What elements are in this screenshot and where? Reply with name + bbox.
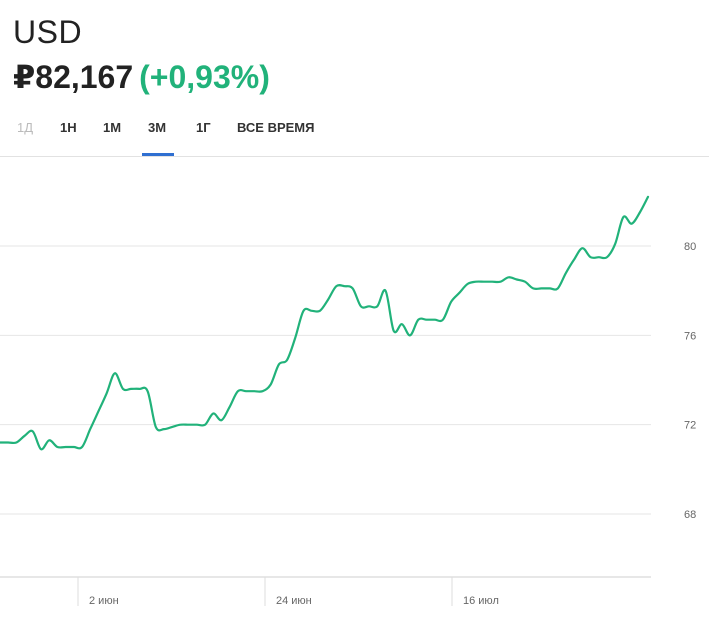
active-tab-indicator <box>142 153 174 156</box>
y-tick-label: 80 <box>684 241 696 253</box>
y-tick-label: 68 <box>684 509 696 521</box>
tab-1d: 1Д <box>17 120 34 135</box>
price-change-percent: (+0,93%) <box>139 59 270 95</box>
price-row: ₽82,167 (+0,93%) <box>13 58 270 96</box>
period-tabs: 1Д 1Н 1М 3М 1Г ВСЕ ВРЕМЯ <box>0 118 709 156</box>
usd-price-series-line <box>0 195 650 451</box>
tab-1y[interactable]: 1Г <box>196 120 211 135</box>
tab-1m[interactable]: 1М <box>103 120 122 135</box>
x-tick-label: 16 июл <box>463 595 499 607</box>
x-tick-label: 2 июн <box>89 595 119 607</box>
tab-1w[interactable]: 1Н <box>60 120 77 135</box>
tab-all-time[interactable]: ВСЕ ВРЕМЯ <box>237 120 315 135</box>
tabs-divider <box>0 156 709 157</box>
y-tick-label: 76 <box>684 330 696 342</box>
tab-3m[interactable]: 3М <box>148 120 167 135</box>
current-price: ₽82,167 <box>13 59 134 95</box>
x-tick-label: 24 июн <box>276 595 312 607</box>
y-tick-label: 72 <box>684 420 696 432</box>
currency-code: USD <box>13 14 83 50</box>
